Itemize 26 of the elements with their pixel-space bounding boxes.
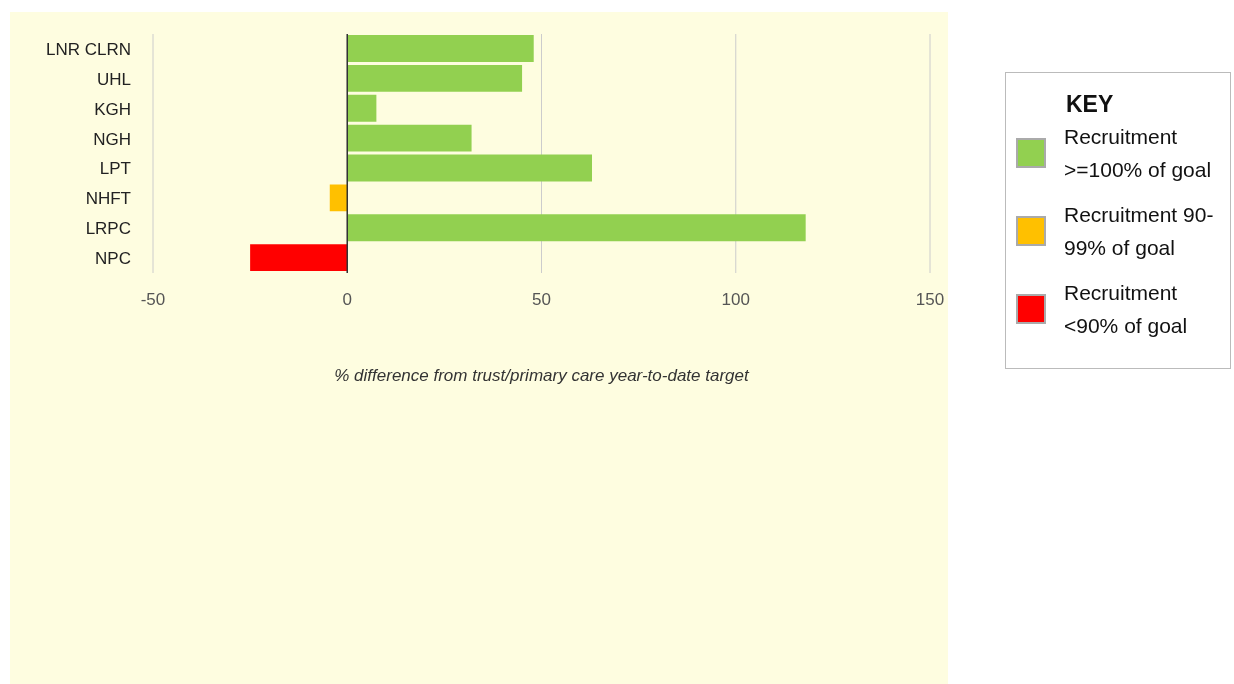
- legend-label: Recruitment >=100% of goal: [1064, 124, 1213, 183]
- bar: [347, 94, 377, 122]
- bar: [347, 64, 523, 92]
- legend-label: Recruitment 90-99% of goal: [1064, 202, 1214, 261]
- x-tick-label: 50: [532, 290, 551, 310]
- y-tick-label: NGH: [93, 129, 131, 149]
- x-axis-title: % difference from trust/primary care year-to-date target: [334, 366, 750, 385]
- x-tick-label: 0: [342, 290, 352, 310]
- y-tick-label: UHL: [96, 69, 131, 89]
- bar: [329, 184, 348, 212]
- bar: [347, 35, 534, 62]
- y-tick-label: LPT: [99, 159, 131, 179]
- y-tick-label: LNR CLRN: [45, 39, 131, 59]
- y-tick-label: NHFT: [85, 189, 131, 209]
- legend-label: Recruitment <90% of goal: [1064, 280, 1189, 339]
- x-tick-label: 150: [915, 290, 945, 310]
- y-tick-label: KGH: [94, 99, 131, 119]
- y-tick-label: LRPC: [85, 219, 131, 239]
- bar: [347, 214, 806, 242]
- x-tick-label: -50: [140, 290, 166, 310]
- bar: [347, 124, 472, 152]
- legend-title: KEY: [1066, 91, 1115, 118]
- bar: [347, 154, 593, 182]
- x-tick-label: 100: [721, 290, 750, 310]
- y-tick-label: NPC: [95, 249, 131, 269]
- bar: [250, 244, 348, 272]
